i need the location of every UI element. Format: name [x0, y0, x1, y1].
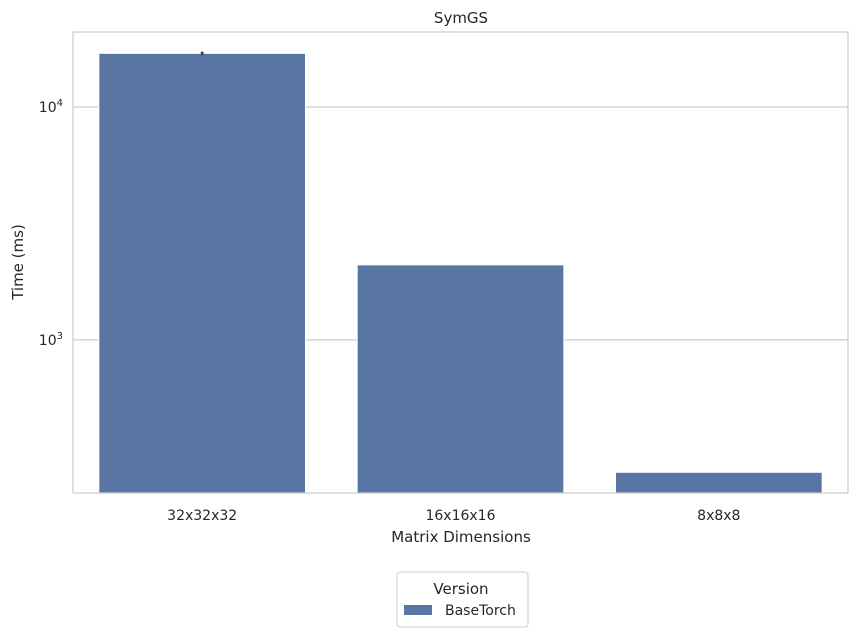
x-tick-label: 32x32x32: [167, 508, 237, 524]
x-axis-label: Matrix Dimensions: [391, 528, 531, 546]
bar: [615, 471, 823, 494]
legend-entry-label: BaseTorch: [445, 603, 516, 619]
legend-title: Version: [433, 580, 488, 598]
y-tick-labels: 103 104: [39, 98, 63, 349]
plot-frame: [72, 31, 849, 494]
bars: [98, 51, 823, 494]
x-tick-label: 16x16x16: [425, 508, 495, 524]
legend-swatch: [404, 605, 432, 615]
bar: [356, 264, 565, 494]
x-tick-label: 8x8x8: [697, 508, 740, 524]
y-axis-label: Time (ms): [9, 224, 27, 301]
y-tick-label: 104: [39, 98, 63, 116]
legend: Version BaseTorch: [396, 571, 529, 628]
chart-title: SymGS: [434, 9, 488, 27]
x-tick-labels: 32x32x32 16x16x16 8x8x8: [167, 508, 740, 524]
y-tick-label: 103: [39, 331, 63, 349]
bar: [98, 52, 307, 494]
